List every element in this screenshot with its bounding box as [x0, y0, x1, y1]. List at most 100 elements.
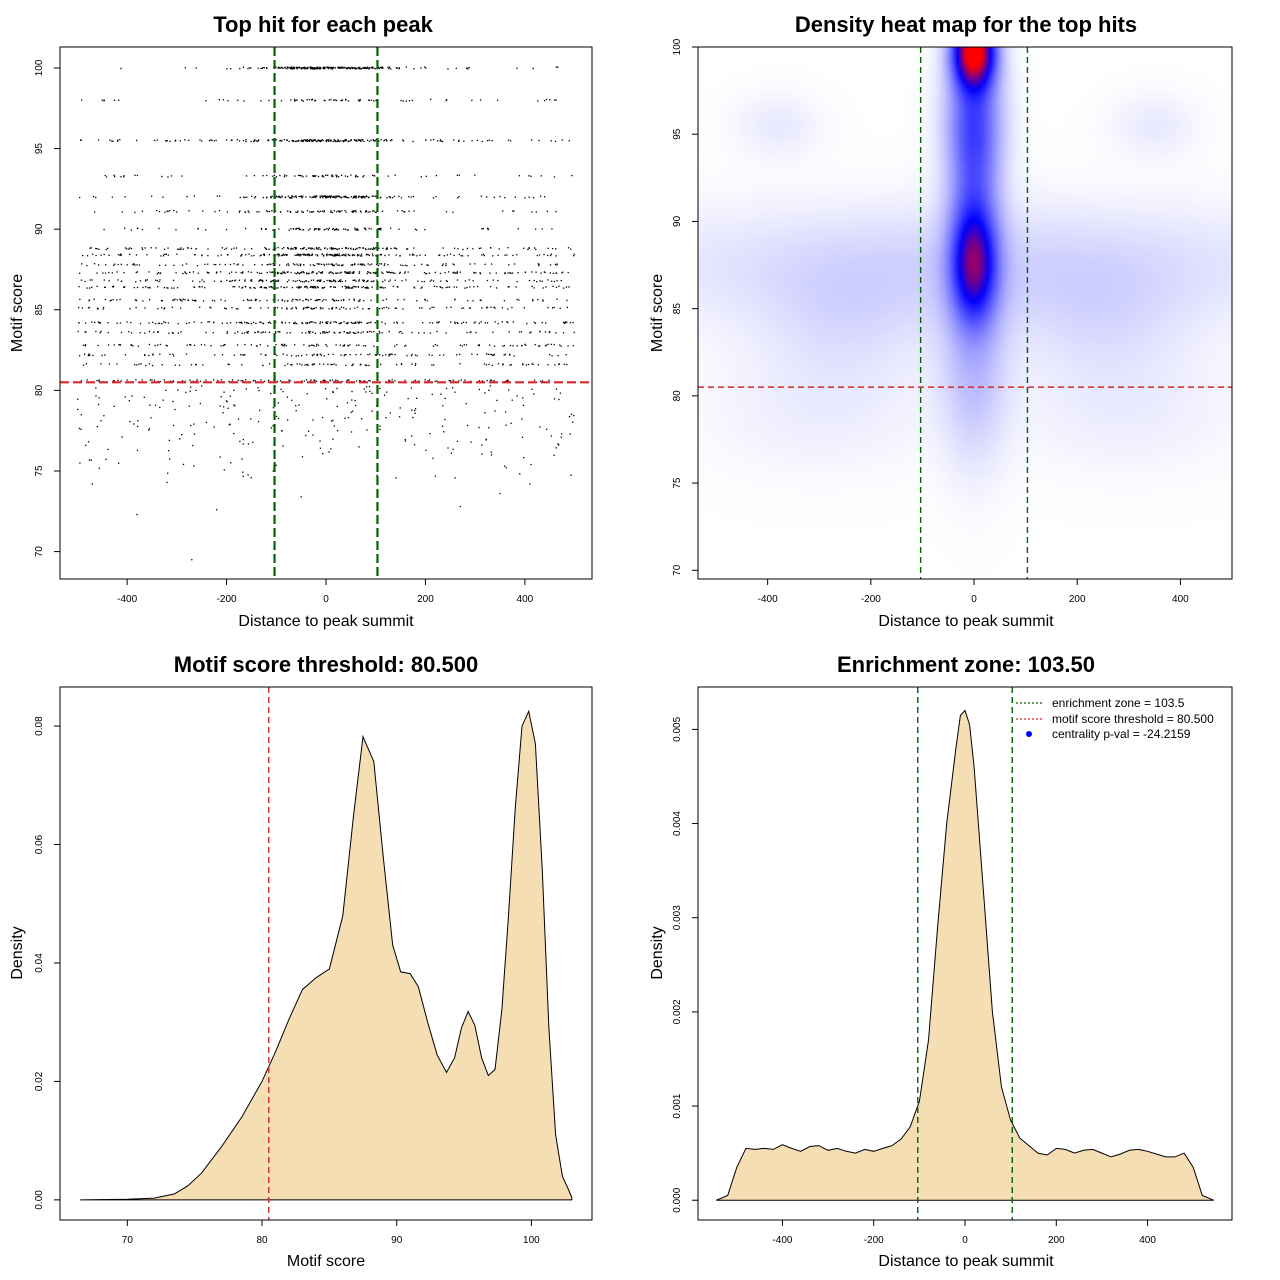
scatter-point [359, 298, 361, 301]
scatter-point [134, 363, 136, 366]
scatter-point [471, 353, 473, 355]
plot-frame [59, 46, 593, 580]
scatter-point [357, 300, 360, 302]
scatter-point [326, 139, 328, 141]
scatter-point [96, 307, 99, 309]
scatter-point [241, 364, 243, 366]
scatter-point [421, 307, 423, 309]
y-tick-label: 0.00 [34, 1190, 45, 1210]
scatter-point [386, 140, 388, 142]
scatter-point [486, 279, 489, 282]
scatter-point [311, 286, 314, 289]
scatter-point [356, 229, 358, 231]
scatter-point [510, 364, 512, 366]
scatter-point [297, 227, 299, 230]
scatter-point [319, 139, 321, 142]
scatter-point [228, 380, 230, 383]
scatter-point [176, 253, 178, 255]
scatter-point [327, 321, 329, 323]
scatter-point [144, 307, 146, 309]
scatter-point [348, 67, 350, 69]
scatter-point [295, 254, 298, 256]
scatter-point [306, 210, 309, 212]
scatter-point [338, 253, 341, 255]
scatter-point [112, 299, 114, 301]
scatter-point [126, 321, 128, 323]
scatter-point [185, 322, 188, 325]
scatter-point [536, 281, 538, 283]
scatter-point [295, 323, 298, 325]
scatter-point [161, 300, 163, 302]
scatter-point [290, 228, 292, 230]
scatter-point [517, 272, 519, 274]
scatter-point [321, 138, 323, 141]
scatter-point [248, 307, 251, 309]
scatter-point [359, 364, 361, 366]
scatter-point [159, 380, 161, 383]
scatter-point [293, 100, 296, 102]
scatter-points [77, 66, 575, 561]
scatter-point [225, 228, 228, 231]
y-tick-label: 70 [672, 564, 683, 576]
scatter-point [150, 195, 153, 197]
scatter-point [258, 389, 260, 392]
scatter-point [530, 463, 532, 466]
scatter-point [502, 210, 504, 212]
scatter-point [202, 210, 204, 212]
scatter-point [253, 140, 256, 142]
scatter-point [277, 246, 279, 249]
scatter-point [340, 279, 342, 281]
scatter-point [199, 306, 201, 309]
scatter-point [307, 330, 310, 333]
scatter-point [332, 255, 334, 257]
scatter-point [314, 228, 316, 230]
scatter-point [481, 307, 483, 309]
scatter-point [267, 345, 269, 347]
scatter-point [103, 279, 105, 281]
scatter-point [319, 68, 321, 70]
scatter-point [320, 354, 323, 356]
scatter-point [326, 398, 328, 400]
scatter-point [466, 286, 468, 289]
scatter-point [279, 211, 282, 213]
scatter-point [329, 322, 331, 325]
scatter-point [262, 364, 264, 367]
scatter-point [79, 462, 81, 464]
scatter-point [535, 271, 537, 273]
scatter-point [503, 354, 505, 356]
scatter-point [421, 286, 423, 288]
scatter-point [365, 67, 367, 69]
scatter-point [259, 300, 261, 302]
scatter-point [307, 299, 310, 301]
scatter-point [277, 196, 279, 198]
scatter-point [399, 272, 401, 274]
scatter-point [558, 444, 560, 446]
scatter-point [116, 363, 118, 365]
scatter-point [143, 354, 146, 357]
scatter-point [313, 196, 315, 198]
scatter-point [328, 279, 330, 282]
scatter-point [276, 280, 278, 282]
scatter-point [310, 344, 312, 347]
scatter-point [347, 287, 349, 289]
scatter-point [241, 253, 243, 256]
scatter-point [458, 195, 460, 198]
scatter-point [188, 405, 190, 407]
scatter-point [557, 354, 559, 357]
scatter-point [80, 380, 83, 382]
scatter-point [308, 322, 310, 324]
scatter-point [549, 264, 552, 266]
scatter-point [370, 248, 372, 250]
scatter-point [240, 321, 243, 323]
scatter-point [294, 280, 296, 283]
scatter-point [280, 388, 282, 391]
scatter-point [145, 285, 147, 288]
scatter-point [543, 100, 546, 102]
scatter-point [172, 424, 175, 427]
scatter-point [307, 247, 310, 249]
scatter-point [428, 354, 430, 356]
scatter-point [267, 322, 270, 324]
x-tick-label: -200 [864, 1235, 884, 1246]
scatter-point [398, 331, 401, 333]
scatter-point [543, 271, 546, 273]
